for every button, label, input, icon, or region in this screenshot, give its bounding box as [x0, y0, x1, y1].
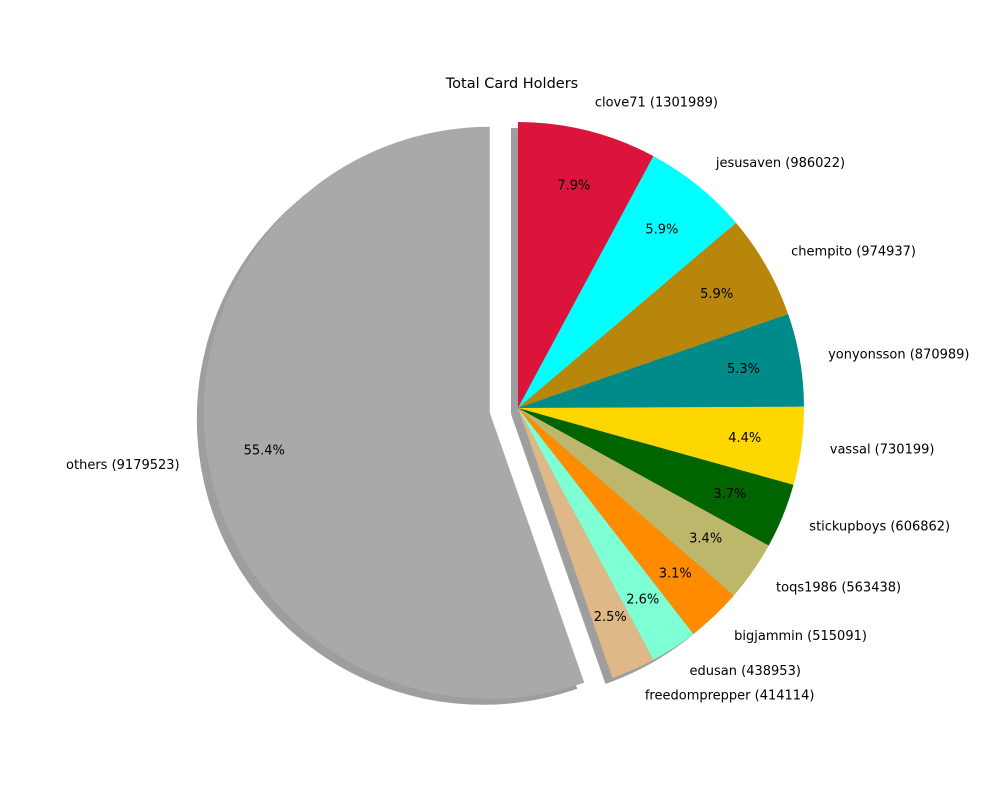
- slice-percent-clove71: 7.9%: [557, 179, 590, 194]
- slice-percent-yonyonsson: 5.3%: [727, 362, 760, 377]
- slice-percent-freedomprepper: 2.5%: [594, 610, 627, 625]
- pie-slice-freedomprepper: [518, 408, 654, 678]
- slice-percent-chempito: 5.9%: [700, 287, 733, 302]
- slice-label-others: others (9179523): [66, 458, 180, 473]
- pie-slice-vassal: [518, 406, 805, 485]
- pie-slice-toqs1986: [518, 408, 769, 596]
- slice-label-clove71: clove71 (1301989): [595, 95, 718, 110]
- pie-slice-jesusaven: [518, 156, 737, 408]
- pie-slice-stickupboys: [518, 408, 794, 546]
- pie-slice-clove71: [518, 122, 654, 408]
- pie-slice-yonyonsson: [518, 314, 804, 408]
- slice-label-jesusaven: jesusaven (986022): [715, 156, 845, 171]
- pie-slice-bigjammin: [518, 408, 734, 634]
- slice-label-edusan: edusan (438953): [690, 664, 801, 679]
- slice-label-stickupboys: stickupboys (606862): [809, 519, 950, 534]
- slice-percent-bigjammin: 3.1%: [659, 567, 692, 582]
- pie-slice-chempito: [518, 222, 789, 408]
- slice-label-bigjammin: bigjammin (515091): [734, 629, 867, 644]
- slice-label-freedomprepper: freedomprepper (414114): [645, 688, 815, 703]
- pie-slice-edusan: [518, 408, 694, 660]
- slice-percent-vassal: 4.4%: [728, 431, 761, 446]
- slice-label-chempito: chempito (974937): [791, 244, 916, 259]
- slice-label-yonyonsson: yonyonsson (870989): [828, 347, 969, 362]
- slice-layer: [203, 122, 805, 699]
- slice-percent-toqs1986: 3.4%: [689, 531, 722, 546]
- slice-label-toqs1986: toqs1986 (563438): [776, 580, 901, 595]
- chart-title: Total Card Holders: [445, 76, 578, 92]
- slice-percent-edusan: 2.6%: [626, 592, 659, 607]
- pie-slice-others: [203, 126, 585, 699]
- slice-percent-others: 55.4%: [244, 444, 285, 459]
- slice-percent-stickupboys: 3.7%: [713, 487, 746, 502]
- slice-percent-jesusaven: 5.9%: [645, 223, 678, 238]
- slice-label-vassal: vassal (730199): [830, 443, 935, 458]
- label-layer: clove71 (1301989) 7.9% jesusaven (986022) 5…: [66, 95, 969, 703]
